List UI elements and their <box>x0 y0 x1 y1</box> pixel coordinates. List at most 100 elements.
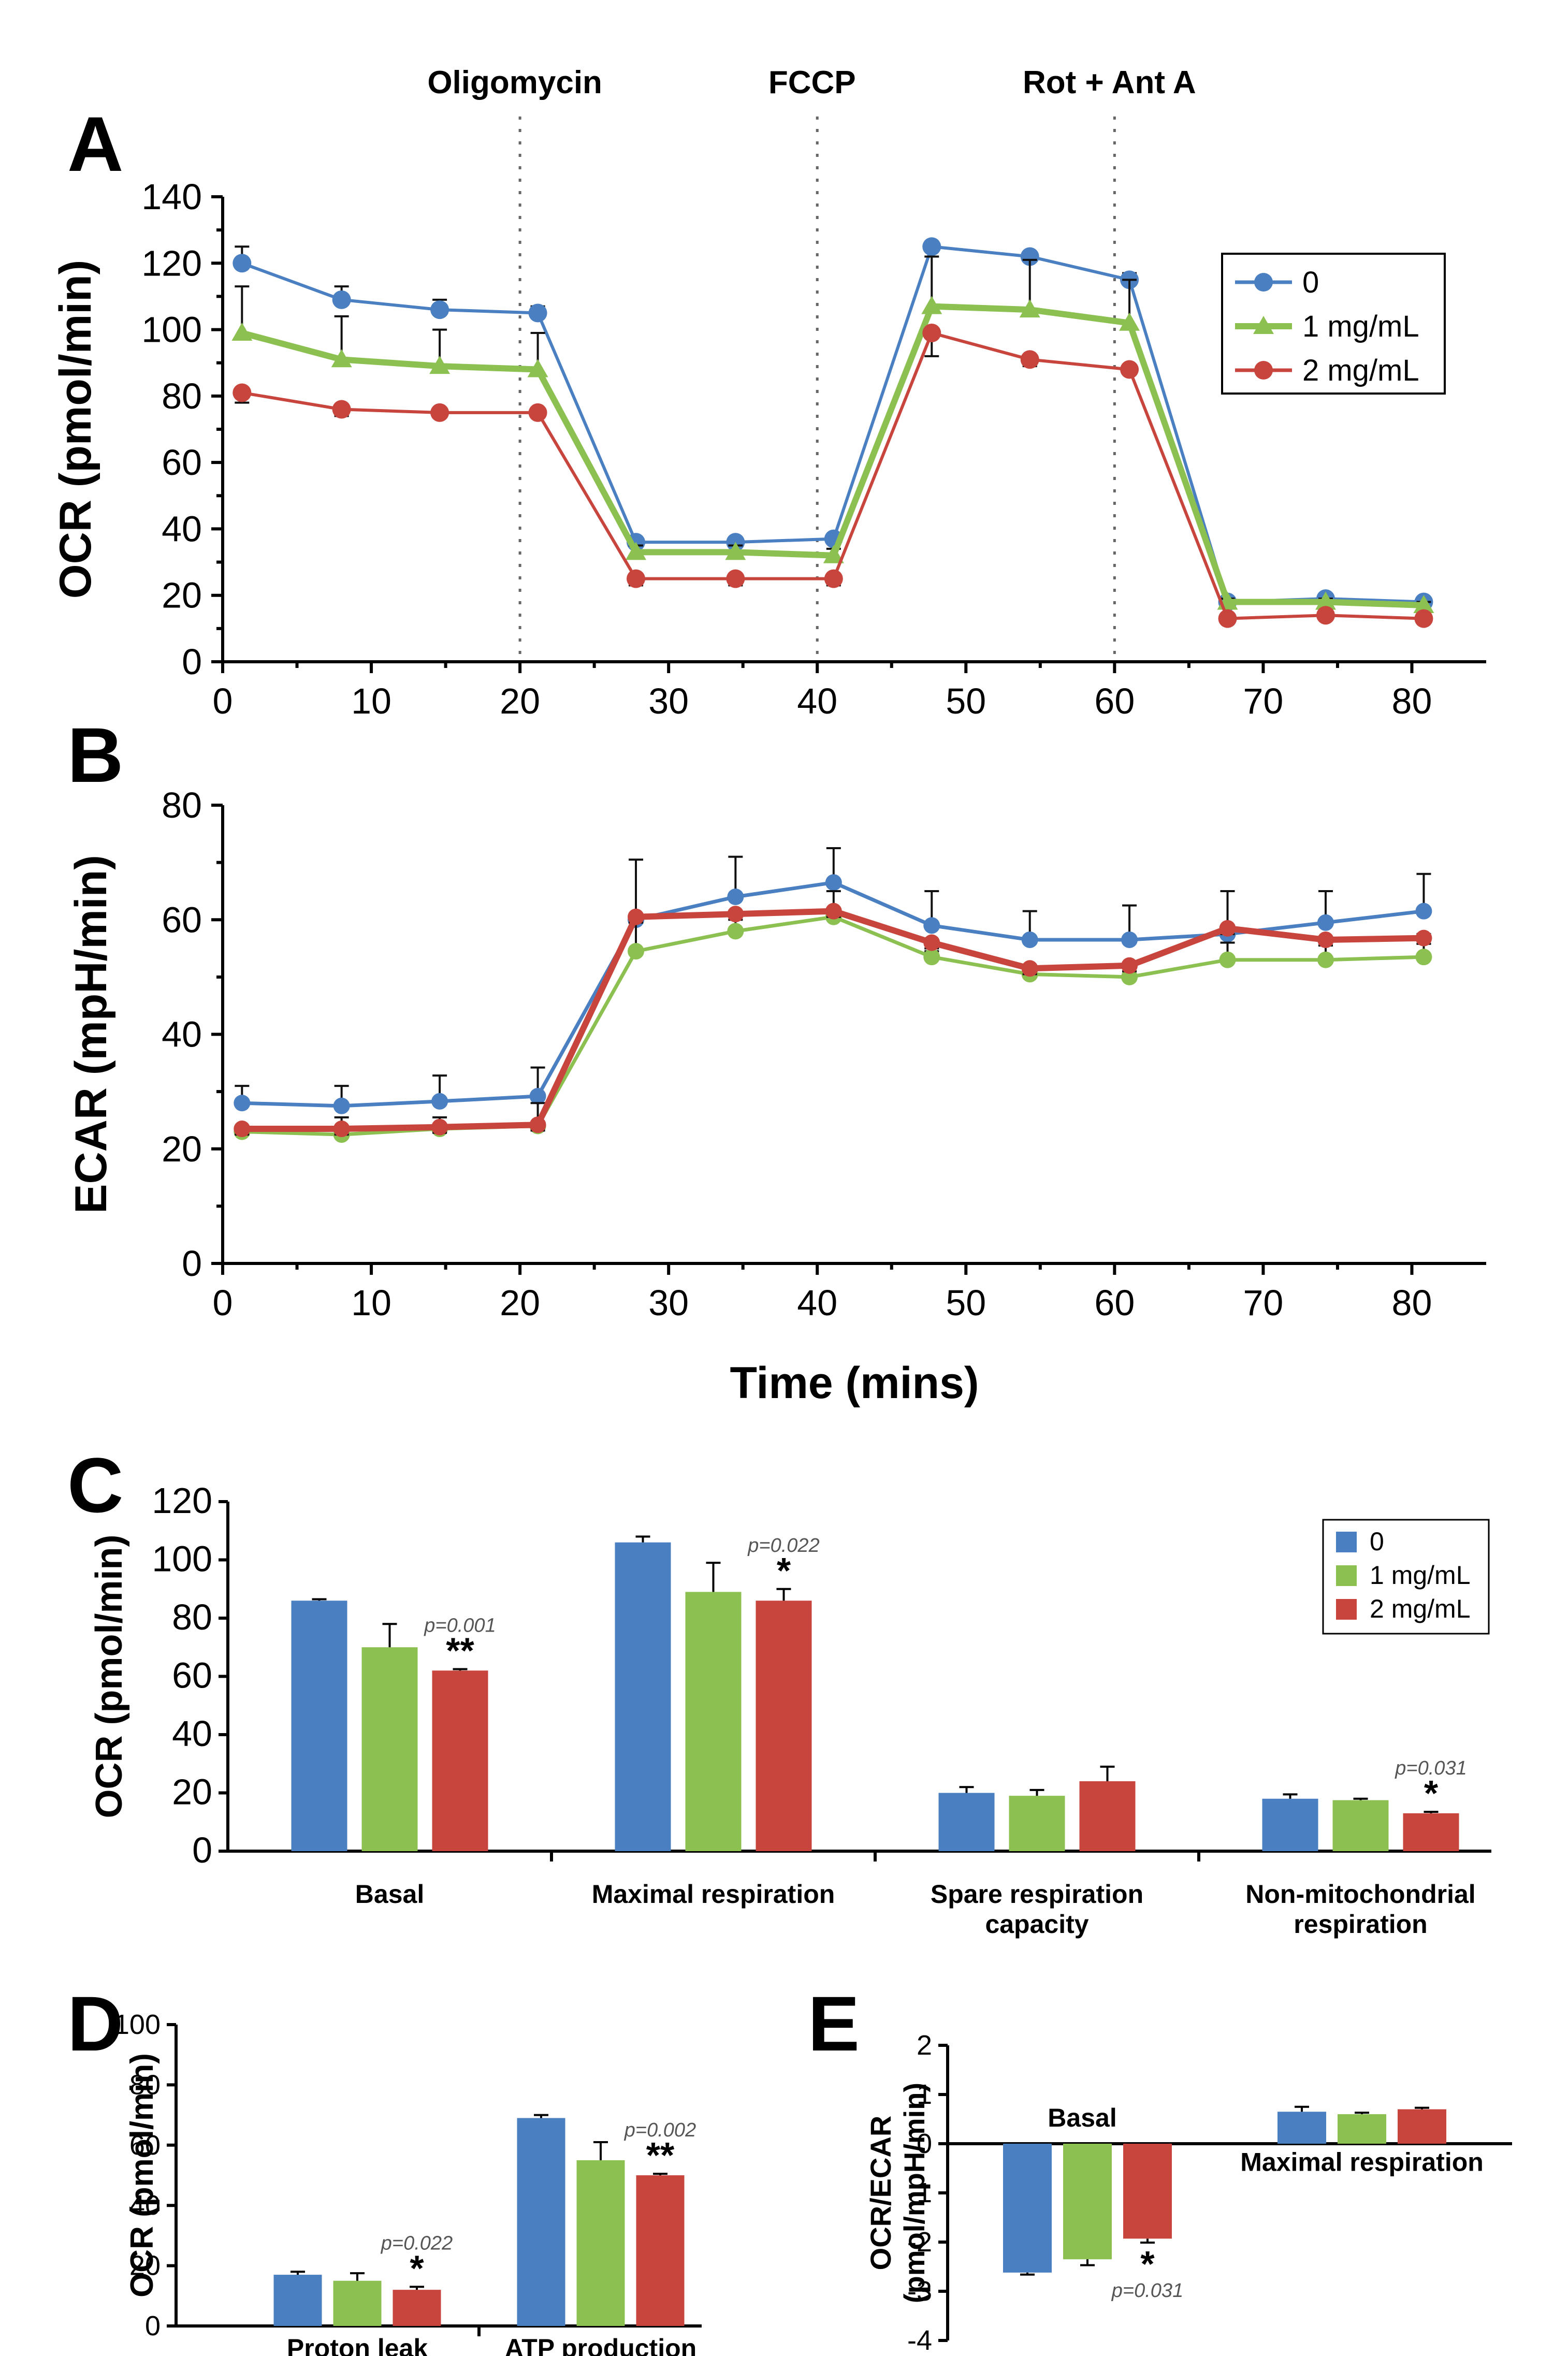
category-label: respiration <box>1294 1910 1427 1939</box>
injection-label: FCCP <box>768 65 856 100</box>
category-label: ATP production <box>505 2334 696 2356</box>
data-point <box>234 1121 251 1138</box>
legend-label: 1 mg/mL <box>1302 310 1419 343</box>
y-axis-title: OCR (pmol/min) <box>51 260 100 599</box>
x-tick-label: 70 <box>1243 1283 1283 1323</box>
y-tick-label: 0 <box>917 2128 932 2159</box>
data-point <box>1121 957 1138 974</box>
category-label: Maximal respiration <box>592 1880 835 1909</box>
y-tick-label: 20 <box>162 1129 202 1169</box>
bar <box>1003 2144 1052 2273</box>
y-tick-label: 60 <box>172 1655 212 1696</box>
y-axis-title: OCR/ECAR <box>864 2116 897 2271</box>
data-point <box>825 903 842 920</box>
x-tick-label: 80 <box>1392 1283 1432 1323</box>
y-tick-label: 40 <box>162 1014 202 1055</box>
y-tick-label: 100 <box>152 1539 212 1579</box>
data-point <box>725 542 746 560</box>
data-point <box>528 403 547 422</box>
x-tick-label: 30 <box>648 1283 689 1323</box>
category-label: Non-mitochondrial <box>1245 1880 1475 1909</box>
bar <box>938 1793 995 1851</box>
bar <box>273 2275 322 2326</box>
data-point <box>233 383 252 402</box>
legend-label: 2 mg/mL <box>1302 354 1419 387</box>
injection-label: Rot + Ant A <box>1023 65 1196 100</box>
bar <box>333 2280 382 2326</box>
y-axis-title: ECAR (mpH/min) <box>66 855 116 1214</box>
category-label: Basal <box>355 1880 424 1909</box>
data-point <box>529 1087 546 1104</box>
y-tick-label: 60 <box>162 442 202 483</box>
y-tick-label: 20 <box>172 1772 212 1812</box>
x-axis-title: Time (mins) <box>730 1358 979 1408</box>
data-point <box>1317 931 1334 948</box>
panel-letter-E: E <box>808 1980 860 2067</box>
bar <box>685 1592 742 1851</box>
data-point <box>1119 312 1140 331</box>
data-point <box>234 1095 251 1112</box>
bar <box>1123 2144 1172 2239</box>
panel-letter-B: B <box>67 711 123 798</box>
legend-swatch <box>1336 1599 1357 1620</box>
x-tick-label: 30 <box>648 681 689 721</box>
data-point <box>1021 931 1038 948</box>
data-point <box>921 296 942 314</box>
series-2-mg-mL <box>233 323 1433 628</box>
y-tick-label: 20 <box>162 575 202 616</box>
y-tick-label: 80 <box>162 785 202 825</box>
data-point <box>431 1093 448 1110</box>
category-group: Maximal respiration <box>1240 2105 1484 2176</box>
legend-label: 0 <box>1370 1527 1384 1556</box>
data-point <box>726 569 745 588</box>
bar <box>1332 1800 1389 1851</box>
category-group: Basal <box>1003 2103 1172 2276</box>
bar <box>1079 1781 1136 1851</box>
injection-label: Oligomycin <box>427 65 602 100</box>
p-value: p=0.001 <box>424 1615 496 1636</box>
data-point <box>233 254 252 273</box>
bar <box>517 2118 565 2326</box>
data-point <box>824 569 843 588</box>
bar <box>1398 2109 1446 2144</box>
y-axis-title: OCR (pmol/min) <box>124 2053 160 2297</box>
data-point <box>627 569 646 588</box>
x-tick-label: 60 <box>1094 681 1135 721</box>
data-point <box>923 917 940 934</box>
panel-D: 0 20 40 60 80 100 OCR (pmol/min) Proton leak ATP… <box>114 2009 702 2356</box>
category-group: ATP production <box>505 2114 696 2356</box>
x-tick-label: 50 <box>946 1283 986 1323</box>
y-tick-label: 80 <box>162 376 202 416</box>
x-tick-label: 60 <box>1094 1283 1135 1323</box>
data-point <box>1019 299 1040 318</box>
data-point <box>1020 350 1039 369</box>
bar <box>636 2175 685 2326</box>
category-group: Basal <box>291 1598 488 1909</box>
data-point <box>1317 914 1334 931</box>
panel-E: -4 -3 -2 -1 0 1 2 OCR/ECAR (pmol/mpH/min) Basal Ma… <box>864 2030 1512 2356</box>
bar <box>615 1542 671 1851</box>
data-point <box>1317 951 1334 968</box>
data-point <box>529 1116 546 1133</box>
data-point <box>628 943 645 960</box>
data-point <box>333 1121 350 1138</box>
bar <box>1403 1813 1459 1851</box>
data-point <box>1219 951 1236 968</box>
legend: 0 1 mg/mL 2 mg/mL <box>1322 1519 1490 1635</box>
y-axis-title-2: (pmol/mpH/min) <box>898 2083 931 2303</box>
y-tick-label: 80 <box>129 2069 161 2100</box>
legend-swatch <box>1336 1565 1357 1586</box>
data-point <box>1413 594 1434 613</box>
category-label: Maximal respiration <box>1240 2147 1484 2176</box>
data-point <box>1415 903 1432 920</box>
data-point <box>922 237 941 256</box>
y-tick-label: 80 <box>172 1597 212 1637</box>
y-tick-label: -2 <box>907 2227 932 2258</box>
data-point <box>333 1097 350 1114</box>
p-value: p=0.022 <box>747 1535 819 1557</box>
y-tick-label: 0 <box>182 642 202 682</box>
y-tick-label: 140 <box>141 177 202 217</box>
x-tick-label: 10 <box>351 1283 391 1323</box>
